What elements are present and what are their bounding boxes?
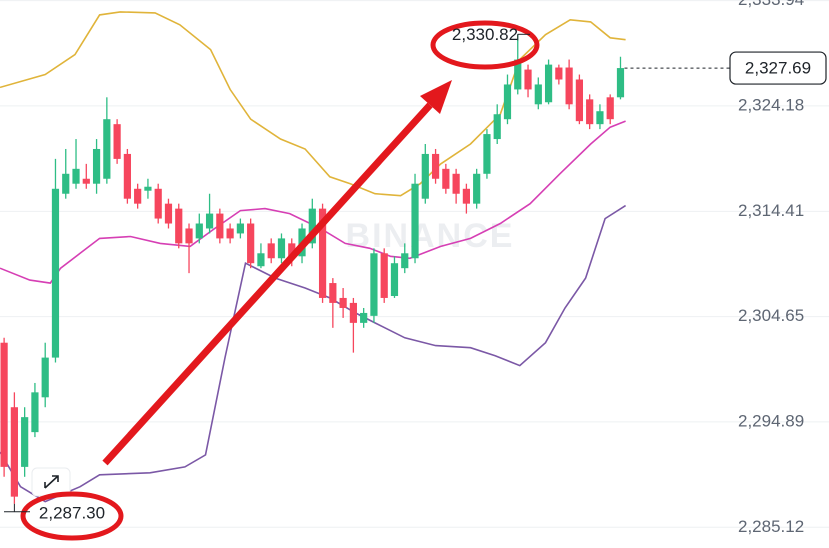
y-tick-label: 2,333.94 [738, 0, 804, 9]
last-price-box [729, 51, 827, 85]
candle-body [524, 69, 532, 90]
candle-body [236, 223, 244, 234]
candle-body [21, 417, 29, 467]
candle-body [534, 84, 542, 105]
y-tick-label: 2,285.12 [738, 517, 804, 536]
y-tick-label: 2,304.65 [738, 306, 804, 325]
y-tick-label: 2,324.18 [738, 95, 804, 114]
candle-body [616, 68, 625, 98]
candle-body [390, 263, 399, 297]
high-circle [430, 20, 540, 70]
candle-body [92, 148, 101, 184]
candle-body [349, 302, 357, 323]
candle-body [339, 297, 347, 308]
y-tick-label: 2,294.89 [738, 411, 804, 430]
candle-body [82, 178, 90, 184]
low-circle [20, 491, 124, 541]
candle-body [452, 173, 460, 194]
arrow-shaft [102, 102, 433, 466]
candle-body [318, 208, 327, 298]
candle-body [596, 111, 604, 125]
candle-body [72, 168, 80, 184]
candle-body [329, 283, 337, 303]
candle-body [175, 208, 183, 244]
candle-body [431, 153, 440, 179]
last-price-label: 2,327.69 [745, 59, 811, 78]
candle-body [247, 223, 255, 264]
candle-body [493, 114, 501, 140]
candle-body [277, 238, 286, 259]
candle-body [41, 357, 49, 398]
candle-body [411, 183, 419, 259]
candle-body [370, 253, 378, 316]
candle-body [205, 213, 214, 229]
candle-body [473, 173, 481, 204]
candle-body [483, 134, 491, 174]
candle-body [442, 168, 450, 189]
candle-body [421, 153, 429, 199]
arrow-head [420, 80, 452, 114]
candle-body [216, 213, 224, 239]
candle-body [308, 208, 316, 244]
candle-body [503, 84, 512, 120]
candle-body [555, 67, 563, 80]
candle-body [103, 119, 111, 179]
candle-body [380, 253, 388, 298]
candle-body [257, 253, 265, 267]
candle-body [0, 342, 8, 467]
candle-body [185, 228, 193, 244]
high-label: 2,330.82 [452, 25, 518, 44]
candle-body [154, 188, 162, 219]
candle-body [267, 243, 275, 259]
candle-body [586, 99, 594, 125]
candle-body [144, 186, 152, 191]
y-tick-label: 2,314.41 [738, 201, 804, 220]
candle-body [401, 253, 409, 269]
candle-body [51, 188, 60, 358]
candle-body [288, 243, 296, 257]
candle-body [575, 79, 583, 122]
candle-body [134, 188, 142, 204]
candle-body [226, 228, 234, 239]
candle-body [606, 97, 614, 120]
candle-body [462, 188, 470, 204]
candle-body [544, 64, 553, 103]
candle-body [123, 153, 131, 199]
low-label: 2,287.30 [39, 503, 105, 522]
candle-body [514, 59, 522, 90]
expand-icon [44, 475, 59, 489]
band-line [0, 11, 626, 197]
candle-body [62, 173, 70, 194]
candle-body [31, 392, 39, 433]
candle-body [565, 67, 573, 105]
candle-body [195, 223, 203, 239]
band-line [0, 204, 627, 503]
candle-body [10, 407, 18, 497]
candle-body [360, 312, 368, 323]
band-line [0, 120, 626, 284]
candle-body [164, 203, 173, 224]
candle-body [113, 124, 121, 159]
